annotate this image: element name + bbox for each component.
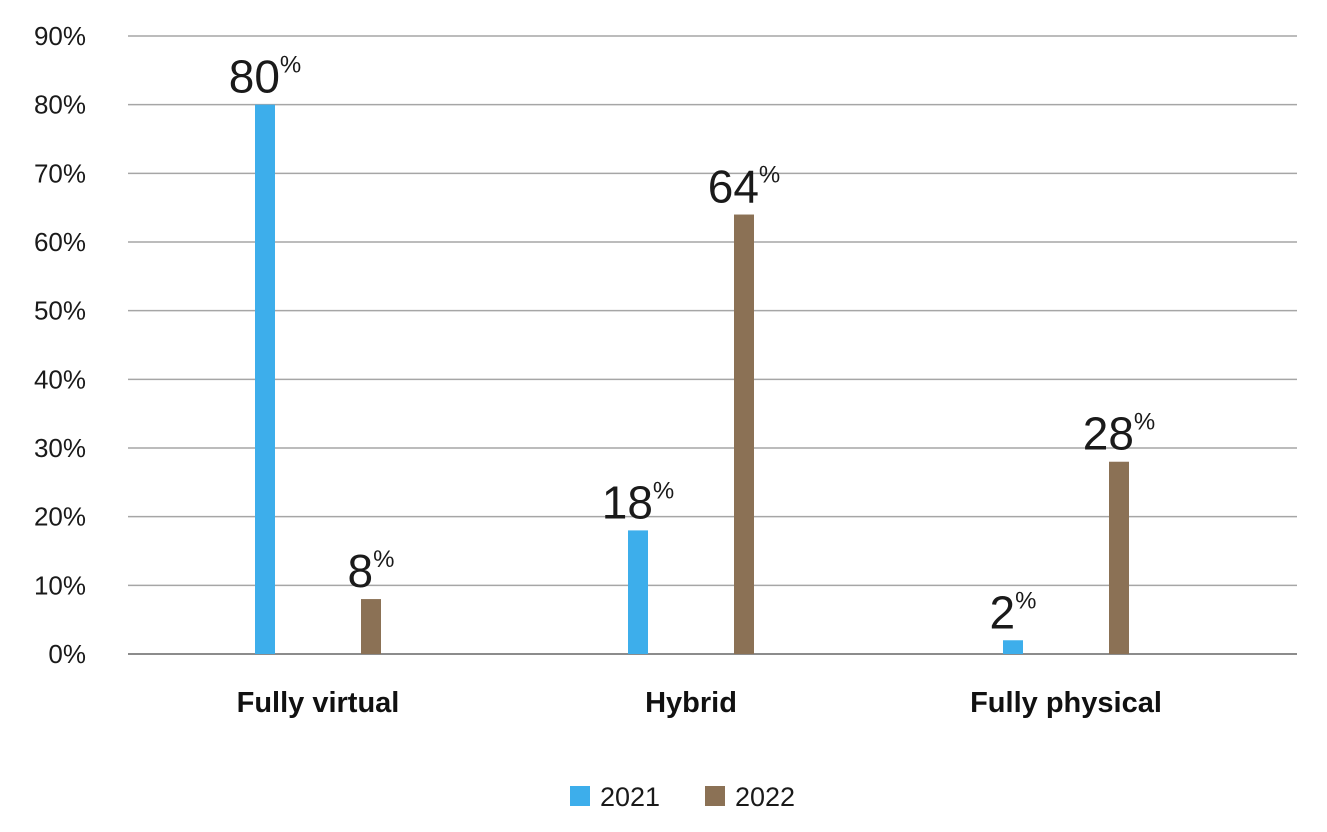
data-label-value: 64 bbox=[708, 161, 759, 213]
bars bbox=[255, 104, 1129, 655]
y-tick-label: 60% bbox=[34, 227, 86, 257]
data-labels: 80%18%2%8%64%28% bbox=[229, 51, 1156, 639]
x-axis-category-labels: Fully virtual Hybrid Fully physical bbox=[237, 687, 1162, 719]
data-label-unit: % bbox=[653, 477, 674, 504]
gridlines bbox=[128, 35, 1297, 655]
y-tick-label: 50% bbox=[34, 296, 86, 326]
bar-2021-fully-virtual bbox=[255, 104, 275, 654]
data-label: 64% bbox=[708, 161, 781, 213]
y-tick-label: 90% bbox=[34, 21, 86, 51]
data-label-value: 2 bbox=[990, 586, 1016, 638]
bar-2022-fully-virtual bbox=[361, 599, 381, 654]
data-label: 8% bbox=[348, 545, 395, 597]
y-tick-label: 10% bbox=[34, 570, 86, 600]
y-tick-label: 70% bbox=[34, 158, 86, 188]
y-tick-label: 30% bbox=[34, 433, 86, 463]
y-axis-tick-labels: 0% 10% 20% 30% 40% 50% 60% 70% 80% 90% bbox=[34, 21, 86, 669]
data-label-unit: % bbox=[373, 546, 394, 573]
data-label: 28% bbox=[1083, 408, 1156, 460]
data-label-value: 80 bbox=[229, 51, 280, 103]
x-category-label: Fully virtual bbox=[237, 687, 400, 719]
legend-label: 2021 bbox=[600, 782, 660, 812]
y-tick-label: 20% bbox=[34, 502, 86, 532]
data-label-value: 28 bbox=[1083, 408, 1134, 460]
data-label-unit: % bbox=[280, 52, 301, 79]
data-label-unit: % bbox=[1134, 409, 1155, 436]
y-tick-label: 80% bbox=[34, 90, 86, 120]
data-label-unit: % bbox=[1015, 587, 1036, 614]
x-category-label: Fully physical bbox=[970, 687, 1162, 719]
data-label: 18% bbox=[602, 476, 675, 528]
data-label-unit: % bbox=[759, 162, 780, 189]
bar-2021-hybrid bbox=[628, 530, 648, 654]
data-label: 80% bbox=[229, 51, 302, 103]
bar-2022-fully-physical bbox=[1109, 461, 1129, 654]
legend: 2021 2022 bbox=[570, 782, 795, 812]
legend-label: 2022 bbox=[735, 782, 795, 812]
bar-2022-hybrid bbox=[734, 214, 754, 655]
data-label: 2% bbox=[990, 586, 1037, 638]
x-category-label: Hybrid bbox=[645, 687, 737, 719]
legend-swatch bbox=[570, 786, 590, 806]
data-label-value: 8 bbox=[348, 545, 374, 597]
data-label-value: 18 bbox=[602, 476, 653, 528]
legend-swatch bbox=[705, 786, 725, 806]
y-tick-label: 40% bbox=[34, 364, 86, 394]
bar-2021-fully-physical bbox=[1003, 640, 1023, 654]
y-tick-label: 0% bbox=[48, 639, 86, 669]
